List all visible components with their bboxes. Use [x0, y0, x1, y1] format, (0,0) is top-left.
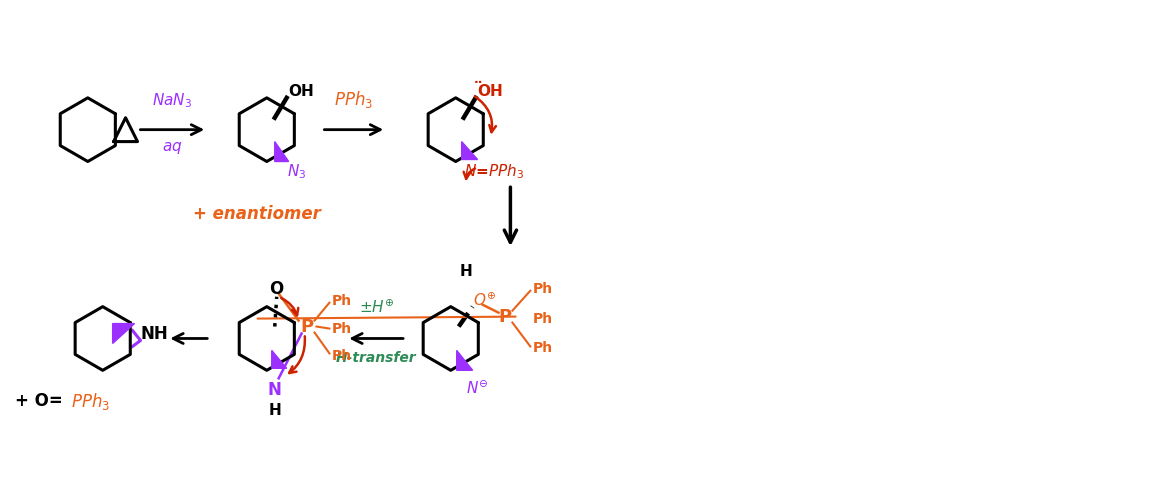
Text: + O=: + O= [15, 392, 63, 410]
Polygon shape [113, 324, 135, 343]
Text: $N$=$PPh_3$: $N$=$PPh_3$ [463, 162, 524, 181]
Text: P: P [300, 318, 313, 335]
Text: N: N [268, 381, 282, 399]
Polygon shape [271, 350, 286, 369]
Text: P: P [499, 308, 512, 326]
Text: NH: NH [141, 325, 169, 342]
Text: Ph: Ph [532, 312, 553, 326]
Text: O: O [270, 280, 284, 298]
Text: H-transfer: H-transfer [336, 351, 417, 366]
Text: Ph: Ph [332, 294, 352, 308]
Text: $NaN_3$: $NaN_3$ [152, 91, 192, 110]
Text: $PPh_3$: $PPh_3$ [334, 89, 372, 110]
Text: Ph: Ph [332, 322, 352, 335]
Text: OH: OH [477, 84, 503, 99]
Text: Ph: Ph [532, 282, 553, 296]
Text: $\pm H^{\oplus}$: $\pm H^{\oplus}$ [359, 298, 393, 316]
Text: OH: OH [289, 84, 314, 99]
Text: $O^{\oplus}$: $O^{\oplus}$ [473, 292, 496, 309]
Text: Ph: Ph [332, 349, 352, 364]
Text: Ph: Ph [532, 341, 553, 355]
Text: $aq$: $aq$ [162, 140, 183, 156]
Text: ..: .. [474, 73, 483, 86]
Text: $PPh_3$: $PPh_3$ [71, 391, 109, 412]
Polygon shape [462, 142, 477, 160]
Polygon shape [456, 350, 473, 370]
Text: + enantiomer: + enantiomer [193, 205, 321, 223]
Text: $N_3$: $N_3$ [286, 162, 306, 181]
Text: H: H [269, 403, 282, 417]
Text: H: H [460, 264, 473, 279]
Text: $N^{\ominus}$: $N^{\ominus}$ [466, 379, 488, 397]
Polygon shape [275, 142, 289, 162]
